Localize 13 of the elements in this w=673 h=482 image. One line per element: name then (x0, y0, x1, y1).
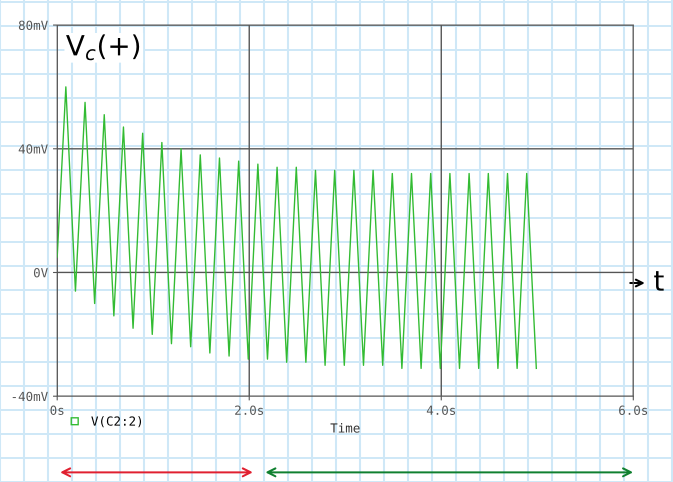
x-tick-label: 0s (50, 406, 64, 415)
y-tick-label: 0V (34, 268, 48, 278)
x-tick-label: 4.0s (426, 406, 456, 415)
line-series (57, 86, 538, 370)
x-tick-label: 6.0s (619, 406, 648, 415)
x-axis-title: Time (330, 423, 360, 433)
y-tick-label: 80mV (18, 20, 48, 30)
x-tick-label: 2.0s (235, 406, 264, 415)
y-tick-label: 40mV (18, 144, 48, 154)
text: t (654, 271, 664, 291)
legend-label: V(C2:2) (91, 416, 142, 428)
y-tick-label: -40mV (12, 392, 48, 402)
annotation: V$_{c}$(+) (66, 34, 140, 60)
